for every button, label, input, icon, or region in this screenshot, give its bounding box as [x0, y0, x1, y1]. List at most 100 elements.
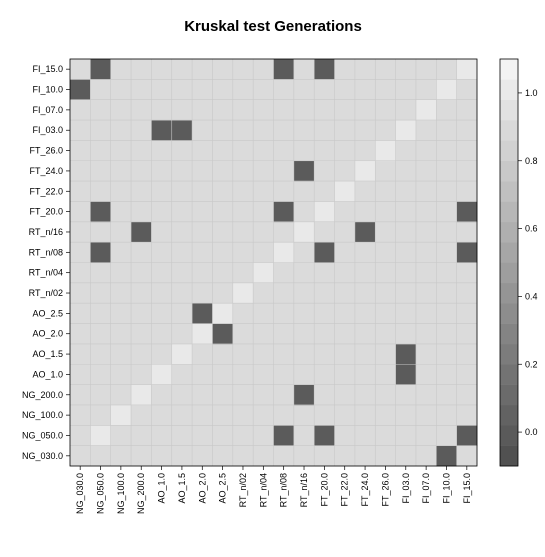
x-tick-label: RT_n/16	[299, 473, 309, 507]
heatmap-cell	[415, 120, 437, 141]
heatmap-cell	[151, 425, 173, 446]
heatmap-cell	[131, 384, 152, 406]
heatmap-cell	[354, 181, 376, 202]
heatmap-cell	[293, 404, 315, 426]
x-tick-label: NG_200.0	[136, 473, 146, 514]
heatmap-cell	[151, 120, 173, 141]
heatmap-cell	[293, 262, 315, 284]
heatmap-cell	[334, 404, 356, 426]
heatmap-cell	[436, 242, 457, 263]
heatmap-cell	[212, 99, 234, 121]
heatmap-cell	[415, 364, 437, 385]
heatmap-cell	[232, 99, 254, 121]
heatmap-cell	[395, 79, 417, 100]
heatmap-cell	[456, 303, 478, 324]
heatmap-cell	[192, 404, 213, 426]
heatmap-cell	[314, 140, 335, 162]
heatmap-cell	[110, 364, 132, 385]
heatmap-cell	[314, 59, 335, 80]
heatmap-cell	[212, 262, 234, 284]
heatmap-cell	[232, 59, 254, 80]
heatmap-cell	[110, 282, 132, 304]
heatmap-cell	[90, 79, 111, 100]
x-tick-label: FI_15.0	[462, 473, 472, 504]
y-tick-label: NG_050.0	[22, 430, 63, 440]
heatmap-cell	[192, 343, 213, 365]
heatmap-cell	[293, 323, 315, 345]
heatmap-cell	[70, 364, 91, 385]
heatmap-cell	[110, 303, 132, 324]
heatmap-cell	[314, 262, 335, 284]
y-tick-label: NG_100.0	[22, 410, 63, 420]
heatmap-cell	[232, 445, 254, 467]
y-tick-label: FT_22.0	[29, 186, 63, 196]
heatmap-cell	[273, 120, 295, 141]
y-tick-label: FT_24.0	[29, 166, 63, 176]
heatmap-cell	[314, 221, 335, 243]
heatmap-cell	[375, 201, 396, 223]
heatmap-cell	[192, 201, 213, 223]
heatmap-cell	[354, 140, 376, 162]
heatmap-cell	[70, 262, 91, 284]
heatmap-cell	[192, 262, 213, 284]
heatmap-cell	[212, 201, 234, 223]
heatmap-cell	[354, 282, 376, 304]
heatmap-cell	[415, 99, 437, 121]
heatmap-cell	[70, 221, 91, 243]
heatmap-cell	[293, 181, 315, 202]
heatmap-cell	[212, 282, 234, 304]
heatmap-cell	[192, 160, 213, 182]
heatmap-cell	[90, 282, 111, 304]
heatmap-cell	[354, 242, 376, 263]
heatmap-cell	[70, 303, 91, 324]
heatmap-cell	[395, 120, 417, 141]
heatmap-cell	[192, 99, 213, 121]
heatmap-cell	[131, 404, 152, 426]
heatmap-cell	[395, 181, 417, 202]
heatmap-cell	[354, 404, 376, 426]
heatmap-cell	[171, 99, 193, 121]
heatmap-cell	[314, 160, 335, 182]
heatmap-cell	[253, 181, 274, 202]
y-tick-label: NG_030.0	[22, 451, 63, 461]
heatmap-cell	[232, 140, 254, 162]
heatmap-cell	[232, 262, 254, 284]
heatmap-cell	[90, 323, 111, 345]
heatmap-cell	[90, 221, 111, 243]
heatmap-cell	[436, 221, 457, 243]
heatmap-cell	[334, 425, 356, 446]
heatmap-cell	[293, 79, 315, 100]
heatmap-cell	[436, 282, 457, 304]
heatmap-cell	[212, 364, 234, 385]
heatmap-cell	[90, 364, 111, 385]
heatmap-cell	[90, 160, 111, 182]
heatmap-cell	[415, 140, 437, 162]
heatmap-cell	[131, 120, 152, 141]
heatmap-cell	[171, 201, 193, 223]
heatmap-cell	[395, 425, 417, 446]
colorbar-band	[500, 404, 518, 426]
heatmap-cell	[70, 384, 91, 406]
heatmap-cell	[212, 242, 234, 263]
heatmap-cell	[212, 384, 234, 406]
heatmap-cell	[192, 181, 213, 202]
heatmap-cell	[151, 140, 173, 162]
heatmap-cell	[293, 59, 315, 80]
heatmap-cell	[70, 160, 91, 182]
heatmap-cell	[354, 201, 376, 223]
heatmap-cell	[456, 99, 478, 121]
heatmap-cell	[436, 140, 457, 162]
heatmap-cell	[131, 181, 152, 202]
heatmap-cell	[436, 99, 457, 121]
heatmap-cell	[151, 59, 173, 80]
heatmap-cell	[334, 99, 356, 121]
heatmap-cell	[70, 282, 91, 304]
colorbar-band	[500, 140, 518, 162]
heatmap-cell	[171, 140, 193, 162]
heatmap-cell	[131, 323, 152, 345]
heatmap-cell	[314, 99, 335, 121]
y-tick-label: RT_n/04	[29, 268, 63, 278]
heatmap-cell	[110, 59, 132, 80]
heatmap-cell	[70, 120, 91, 141]
heatmap-cell	[232, 181, 254, 202]
